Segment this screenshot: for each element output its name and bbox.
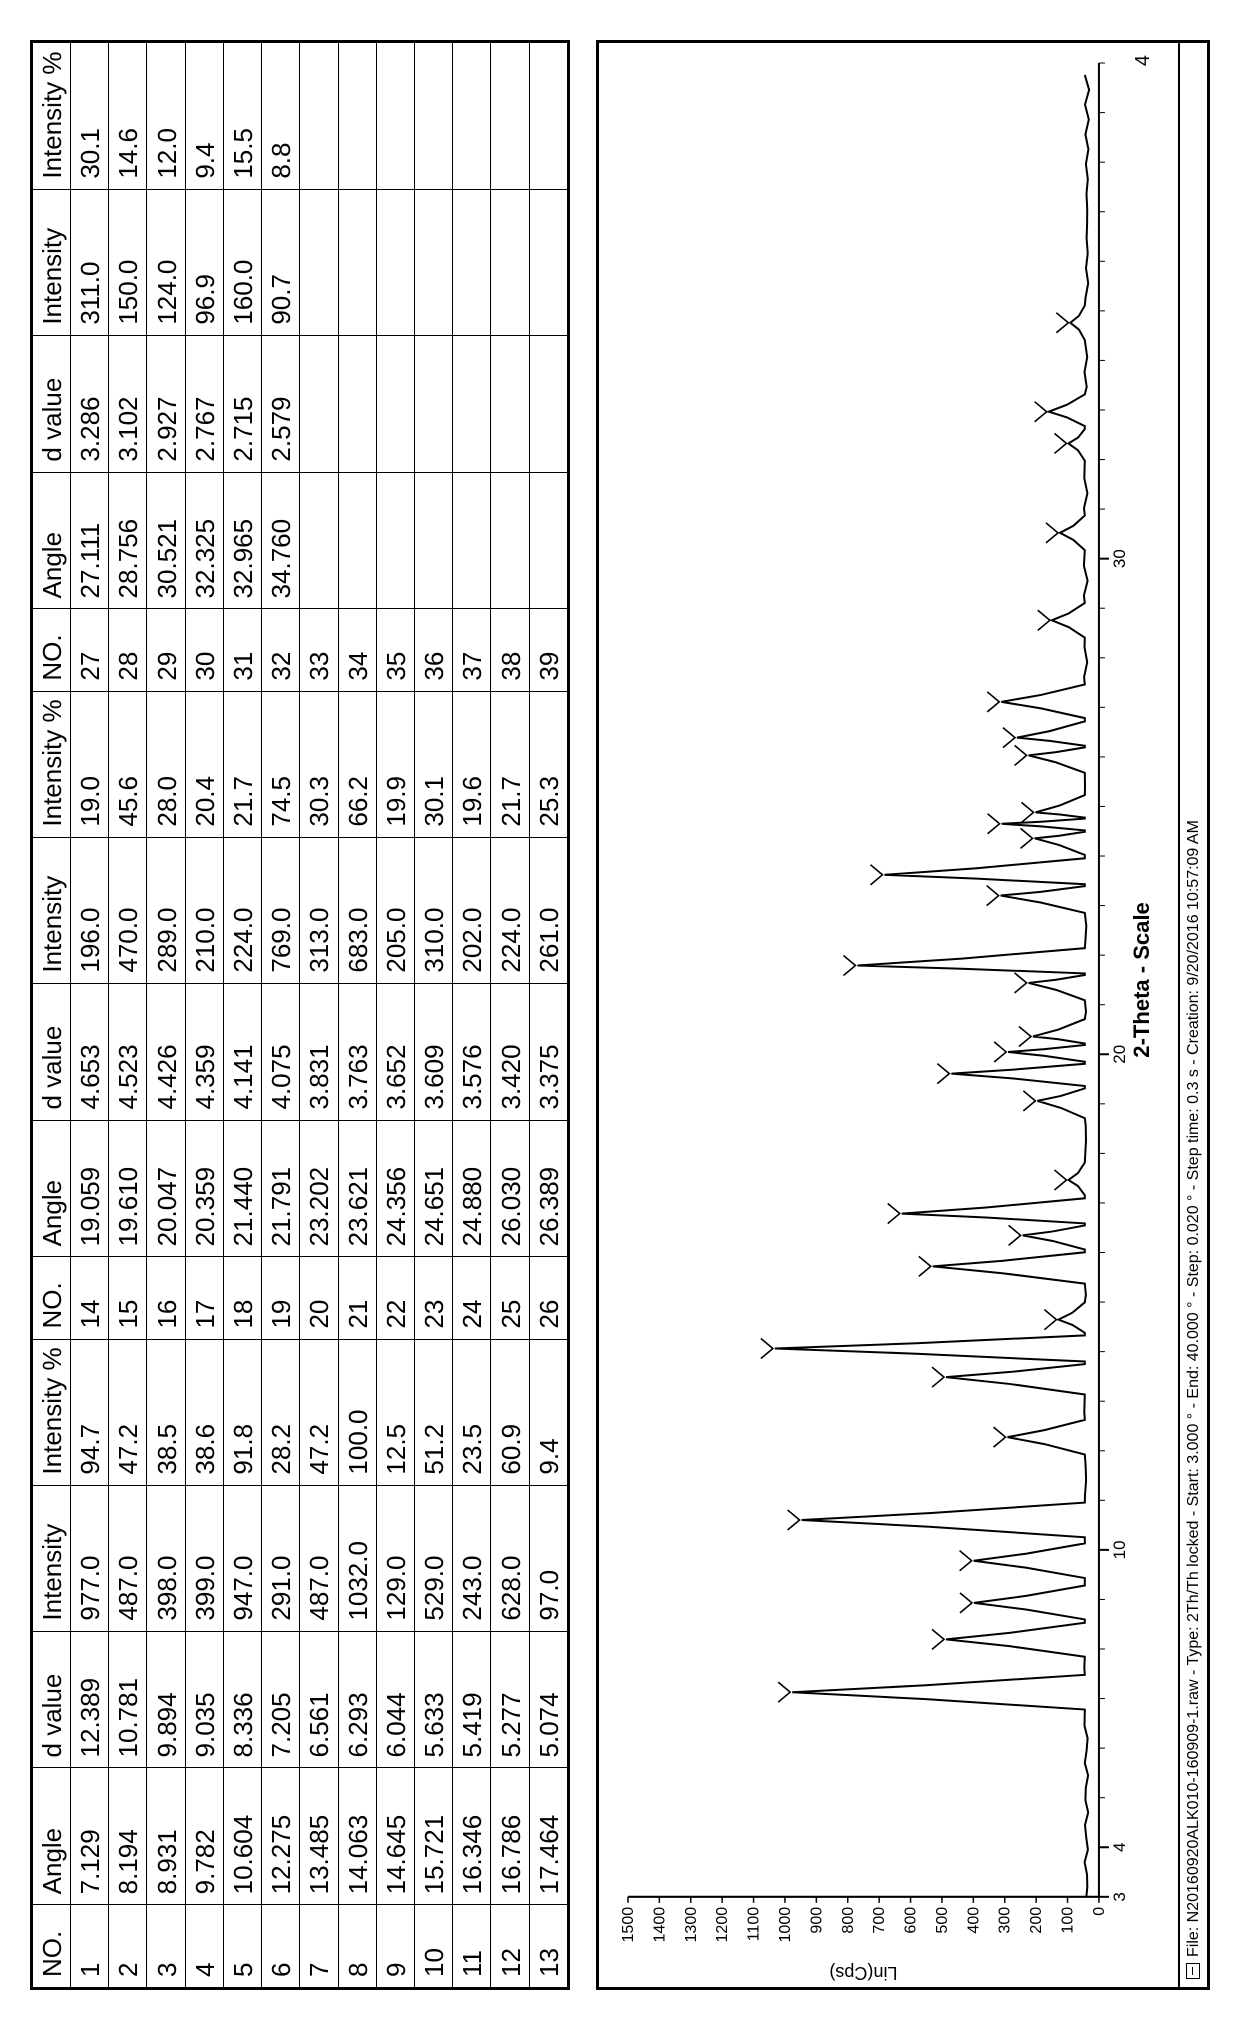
col-header: Intensity % <box>33 1339 71 1485</box>
col-header: Intensity <box>33 1485 71 1631</box>
svg-text:500: 500 <box>933 1907 951 1934</box>
svg-text:2-Theta - Scale: 2-Theta - Scale <box>1129 902 1154 1058</box>
col-header: d value <box>33 335 71 472</box>
svg-text:1400: 1400 <box>650 1907 668 1943</box>
svg-text:800: 800 <box>839 1907 857 1934</box>
table-row: 28.19410.781487.047.21519.6104.523470.04… <box>109 43 147 1987</box>
col-header: Intensity % <box>33 43 71 189</box>
svg-text:30: 30 <box>1110 549 1129 568</box>
col-header: Angle <box>33 1120 71 1257</box>
col-header: Intensity <box>33 189 71 335</box>
table-row: 1216.7865.277628.060.92526.0303.420224.0… <box>491 43 529 1987</box>
svg-text:10: 10 <box>1110 1540 1129 1559</box>
footer-text: File: N20160920ALK010-160909-1.raw - Typ… <box>1185 820 1202 1957</box>
svg-text:1300: 1300 <box>682 1907 700 1943</box>
table-row: 1015.7215.633529.051.22324.6513.609310.0… <box>414 43 452 1987</box>
peak-table: NO.Angled valueIntensityIntensity %NO.An… <box>33 43 567 1987</box>
xrd-line-chart: 0 100 200 300 400 500 600 700 800 900 1000 1100 1200… <box>599 43 1178 1987</box>
col-header: NO. <box>33 1905 71 1987</box>
table-row: 1116.3465.419243.023.52424.8803.576202.0… <box>453 43 491 1987</box>
svg-text:1200: 1200 <box>713 1907 731 1943</box>
table-row: 1317.4645.07497.09.42626.3893.375261.025… <box>529 43 567 1987</box>
col-header: Angle <box>33 1768 71 1905</box>
col-header: Angle <box>33 472 71 609</box>
file-icon <box>1186 1963 1200 1979</box>
page-root: NO.Angled valueIntensityIntensity %NO.An… <box>0 0 1240 2030</box>
svg-text:700: 700 <box>870 1907 888 1934</box>
table-row: 612.2757.205291.028.21921.7914.075769.07… <box>262 43 300 1987</box>
svg-text:4: 4 <box>1132 55 1154 66</box>
svg-text:1500: 1500 <box>619 1907 637 1943</box>
col-header: Intensity % <box>33 691 71 837</box>
chart-plot-area: 0 100 200 300 400 500 600 700 800 900 1000 1100 1200… <box>599 43 1178 1987</box>
table-row: 510.6048.336947.091.81821.4404.141224.02… <box>223 43 261 1987</box>
svg-text:900: 900 <box>807 1907 825 1934</box>
table-row: 713.4856.561487.047.22023.2023.831313.03… <box>300 43 338 1987</box>
svg-text:4: 4 <box>1110 1843 1129 1852</box>
col-header: NO. <box>33 609 71 691</box>
table-row: 814.0636.2931032.0100.02123.6213.763683.… <box>338 43 376 1987</box>
svg-text:600: 600 <box>902 1907 920 1934</box>
svg-text:300: 300 <box>996 1907 1014 1934</box>
svg-text:200: 200 <box>1027 1907 1045 1934</box>
table-row: 49.7829.035399.038.61720.3594.359210.020… <box>185 43 223 1987</box>
svg-text:400: 400 <box>964 1907 982 1934</box>
col-header: NO. <box>33 1257 71 1339</box>
svg-text:1000: 1000 <box>776 1907 794 1943</box>
svg-text:100: 100 <box>1059 1907 1077 1934</box>
peak-table-panel: NO.Angled valueIntensityIntensity %NO.An… <box>30 40 570 1990</box>
table-row: 17.12912.389977.094.71419.0594.653196.01… <box>71 43 109 1987</box>
svg-text:Lin(Cps): Lin(Cps) <box>829 1963 897 1983</box>
diffraction-chart-panel: 0 100 200 300 400 500 600 700 800 900 1000 1100 1200… <box>596 40 1210 1990</box>
rotated-layout: NO.Angled valueIntensityIntensity %NO.An… <box>0 0 1240 2030</box>
svg-text:3: 3 <box>1110 1892 1129 1901</box>
svg-text:20: 20 <box>1110 1045 1129 1064</box>
svg-text:1100: 1100 <box>745 1907 763 1942</box>
table-row: 914.6456.044129.012.52224.3563.652205.01… <box>376 43 414 1987</box>
svg-text:0: 0 <box>1090 1907 1108 1916</box>
table-row: 38.9319.894398.038.51620.0474.426289.028… <box>147 43 185 1987</box>
col-header: d value <box>33 983 71 1120</box>
col-header: d value <box>33 1631 71 1768</box>
col-header: Intensity <box>33 837 71 983</box>
chart-footer: File: N20160920ALK010-160909-1.raw - Typ… <box>1178 43 1207 1987</box>
